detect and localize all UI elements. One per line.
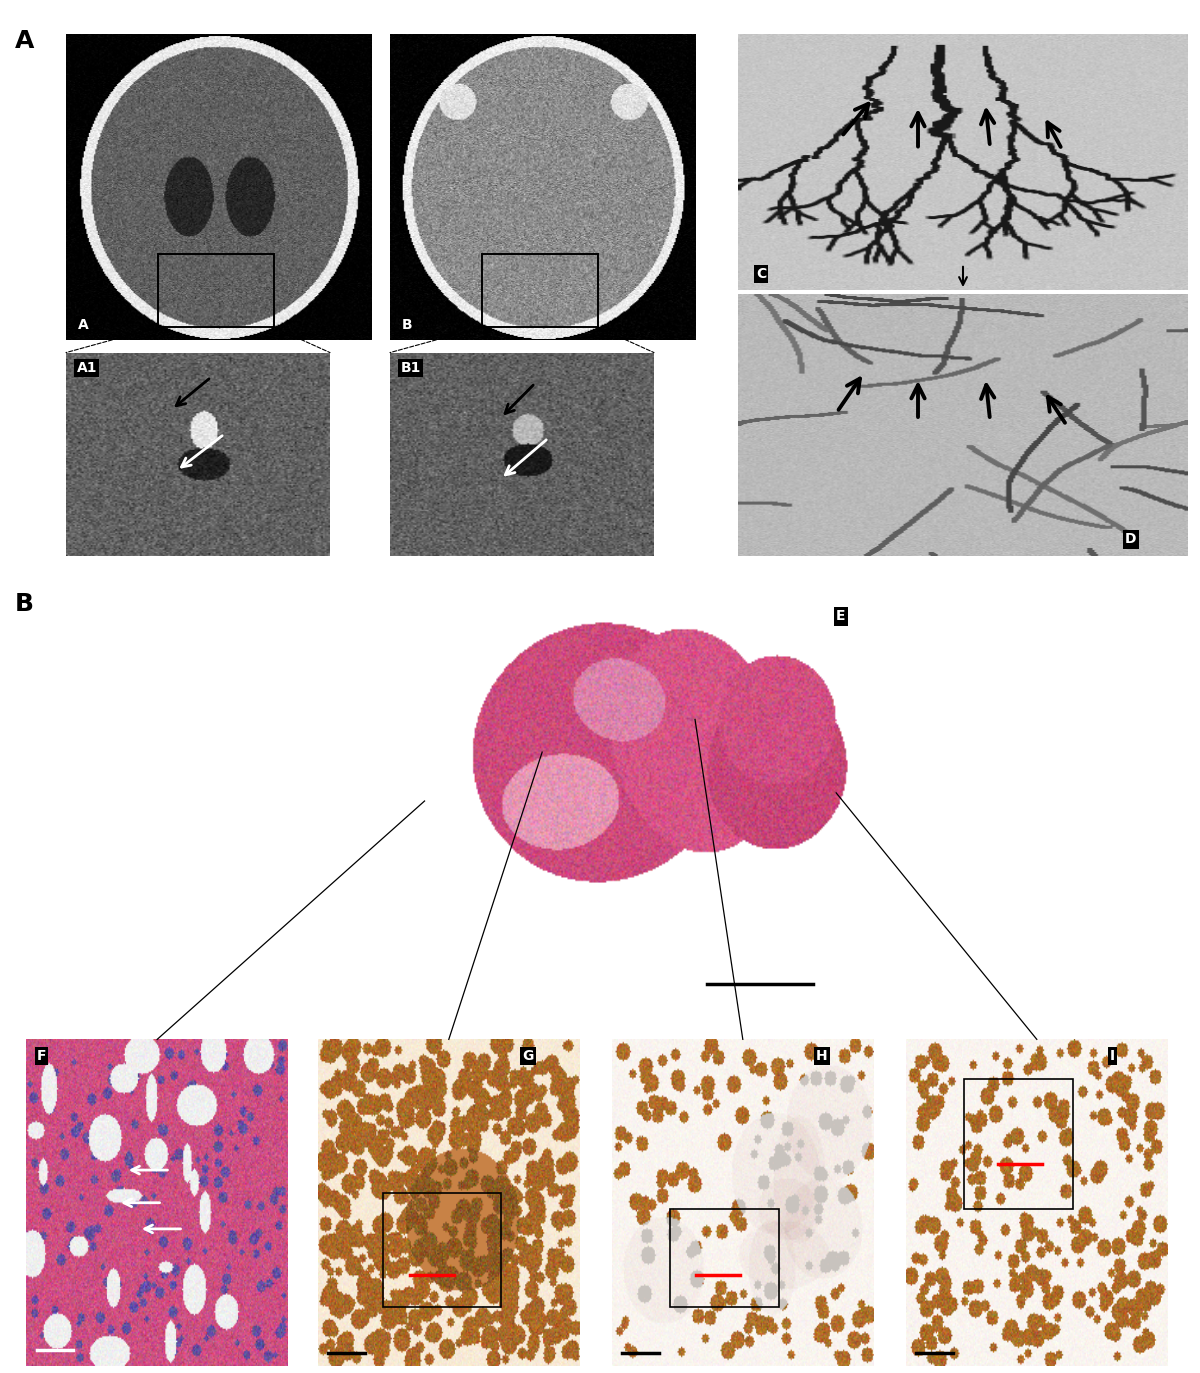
Text: E: E <box>836 610 846 623</box>
Text: A1: A1 <box>77 361 97 375</box>
Text: F: F <box>37 1049 47 1063</box>
Text: B1: B1 <box>401 361 421 375</box>
Text: A: A <box>78 319 89 332</box>
Text: B: B <box>402 319 413 332</box>
Text: C: C <box>756 266 767 281</box>
Text: A: A <box>14 29 34 52</box>
Text: B: B <box>14 592 34 615</box>
Bar <box>964 1079 1074 1210</box>
Text: D: D <box>1126 533 1136 546</box>
Bar <box>384 1193 502 1307</box>
Text: H: H <box>816 1049 828 1063</box>
Text: I: I <box>1110 1049 1115 1063</box>
Bar <box>482 254 598 327</box>
Bar <box>158 254 274 327</box>
Text: G: G <box>522 1049 534 1063</box>
Bar <box>670 1210 780 1307</box>
